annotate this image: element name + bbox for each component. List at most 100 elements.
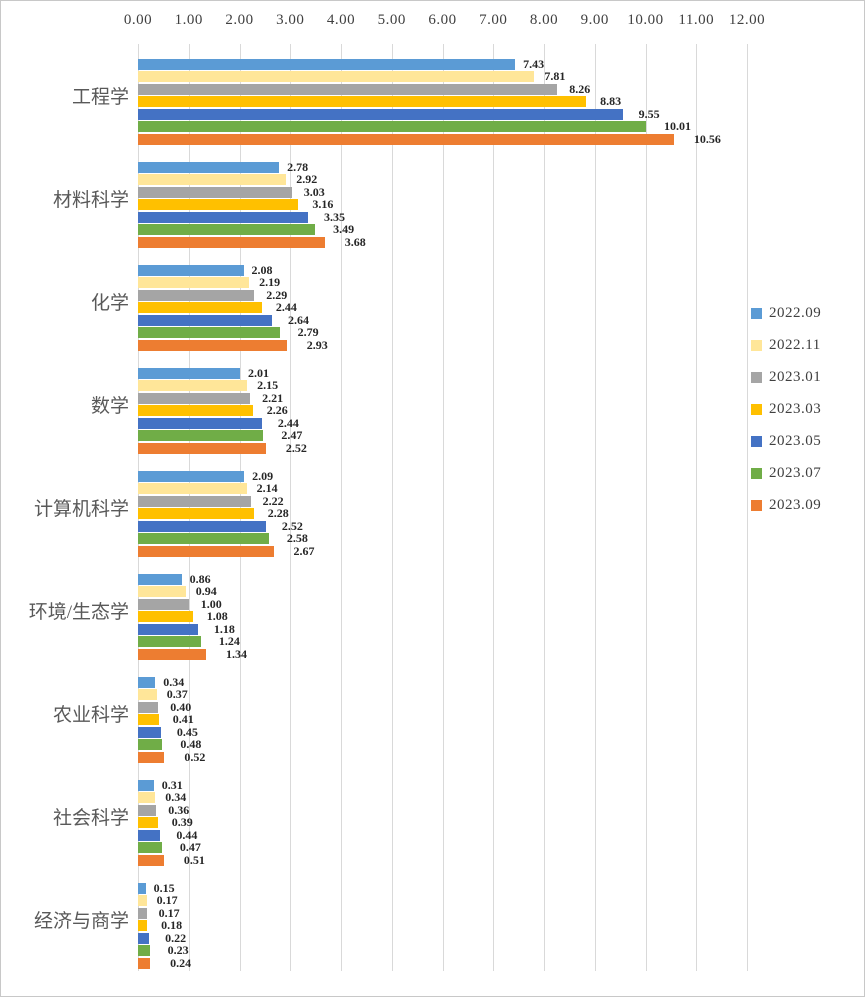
bar [138, 689, 157, 701]
category-label: 数学 [90, 396, 129, 417]
legend-swatch [751, 467, 762, 479]
value-label: 0.47 [179, 840, 201, 855]
value-label: 2.22 [262, 493, 284, 508]
value-label: 2.14 [256, 481, 278, 496]
bar [138, 186, 292, 198]
legend-swatch [751, 339, 762, 351]
legend-item: 2022.11 [751, 336, 821, 353]
x-tick-label: 8.00 [529, 12, 559, 28]
bar [138, 471, 245, 482]
bar [138, 920, 148, 932]
bar [138, 380, 248, 392]
x-tick-label: 4.00 [326, 12, 356, 28]
bar [138, 648, 206, 660]
value-label: 0.51 [183, 852, 205, 867]
value-label: 2.64 [287, 312, 309, 327]
legend-label: 2023.03 [769, 400, 822, 417]
bar [138, 265, 244, 276]
value-label: 0.37 [166, 687, 188, 702]
bar [138, 417, 262, 429]
bar [138, 174, 287, 186]
category-label: 计算机科学 [33, 499, 129, 520]
bar [138, 854, 164, 866]
bar [138, 289, 255, 301]
bar [138, 829, 161, 841]
value-label: 0.86 [189, 572, 211, 586]
bar [138, 277, 250, 289]
value-label: 2.44 [275, 300, 297, 315]
bar [138, 368, 240, 379]
value-label: 2.52 [285, 440, 307, 455]
bar [138, 162, 280, 173]
value-label: 7.81 [544, 69, 566, 84]
legend-label: 2023.09 [769, 496, 822, 513]
value-label: 3.16 [312, 197, 334, 212]
x-tick-label: 11.00 [678, 12, 715, 28]
bar [138, 405, 253, 417]
bar [138, 586, 186, 598]
bar [138, 701, 159, 713]
value-label: 1.00 [200, 596, 222, 611]
legend-swatch [751, 435, 762, 447]
category-label: 材料科学 [52, 190, 129, 211]
gridline [594, 44, 596, 971]
legend-item: 2023.09 [751, 496, 822, 513]
bar [138, 726, 161, 738]
value-label: 0.18 [161, 918, 183, 933]
x-tick-label: 3.00 [276, 12, 305, 28]
value-label: 0.17 [158, 905, 180, 920]
bar [138, 751, 165, 763]
bar [138, 945, 150, 957]
value-label: 0.22 [165, 930, 187, 945]
value-label: 2.01 [248, 366, 269, 380]
gridline [747, 44, 748, 971]
value-label: 0.34 [163, 675, 185, 689]
gridline [138, 44, 139, 971]
value-label: 0.24 [170, 955, 192, 970]
bar [138, 224, 316, 236]
value-label: 1.18 [213, 621, 235, 636]
category-label: 工程学 [71, 87, 129, 108]
value-label: 3.35 [324, 209, 345, 224]
bar [138, 442, 266, 454]
x-tick-label: 5.00 [377, 12, 406, 28]
value-label: 2.19 [259, 275, 281, 290]
value-label: 7.43 [523, 57, 545, 71]
gridline [645, 44, 647, 971]
value-label: 2.44 [277, 415, 299, 430]
bar [138, 957, 151, 969]
bar [138, 495, 251, 507]
value-label: 2.67 [293, 543, 315, 558]
bar [138, 714, 159, 726]
legend-swatch [751, 371, 762, 383]
legend: 2022.09 2022.11 2023.01 2023.03 2023.05 2023.… [751, 305, 822, 513]
value-label: 3.68 [344, 234, 366, 249]
value-label: 9.55 [638, 106, 660, 121]
value-label: 0.31 [161, 778, 183, 792]
legend-item: 2023.01 [751, 369, 821, 385]
x-tick-label: 0.00 [123, 12, 153, 28]
value-label: 0.39 [171, 815, 193, 830]
gridline [239, 44, 241, 971]
bar [138, 817, 158, 829]
value-label: 0.48 [180, 737, 202, 752]
value-label: 2.47 [281, 428, 303, 443]
bar [138, 520, 266, 532]
bar [138, 430, 264, 442]
bar [138, 71, 535, 83]
value-label: 2.58 [286, 531, 308, 546]
gridline [544, 44, 545, 971]
x-tick-label: 12.00 [728, 12, 766, 28]
category-label: 化学 [90, 293, 129, 314]
legend-label: 2022.11 [769, 336, 821, 353]
value-label: 10.01 [664, 119, 691, 134]
value-label: 0.23 [167, 943, 189, 958]
gridline [442, 44, 444, 971]
x-tick-label: 9.00 [580, 12, 609, 28]
bar [138, 108, 623, 120]
bar [138, 199, 299, 211]
value-label: 8.26 [569, 81, 591, 96]
bar [138, 545, 274, 557]
bar [138, 739, 163, 751]
